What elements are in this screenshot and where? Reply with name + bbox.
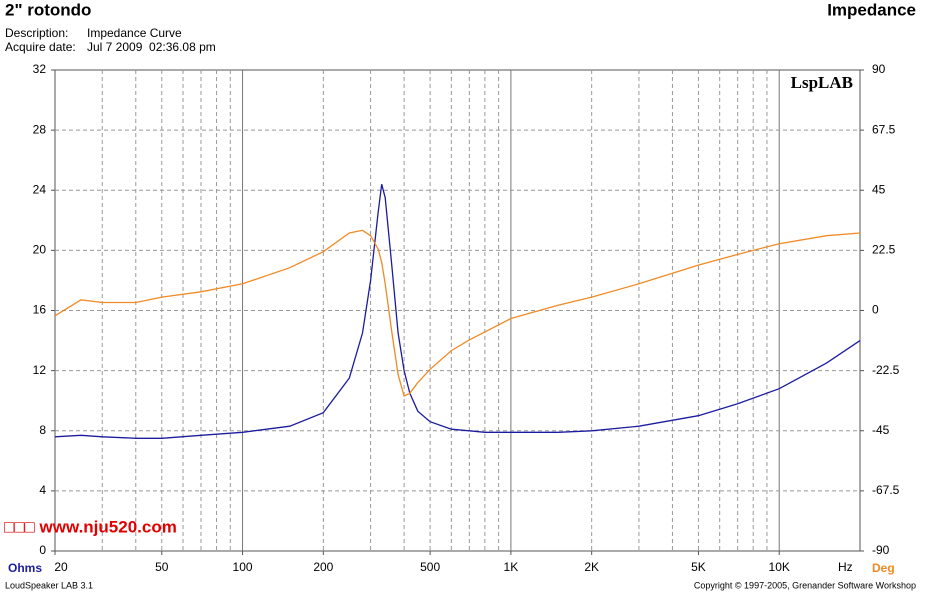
x-tick-label: 200	[313, 560, 333, 574]
x-axis-label: Hz	[838, 560, 853, 574]
series-line	[54, 184, 861, 439]
y2-tick-label: -22.5	[872, 363, 900, 377]
x-tick-label: 2K	[584, 560, 599, 574]
title: 2" rotondo	[5, 0, 91, 19]
y-tick-label: 12	[33, 363, 47, 377]
y-tick-label: 32	[33, 62, 47, 76]
y2-axis-label: Deg	[872, 561, 895, 575]
footer-left: LoudSpeaker LAB 3.1	[5, 580, 93, 590]
x-tick-label: 500	[420, 560, 440, 574]
y2-tick-label: 45	[872, 182, 886, 196]
y2-tick-label: -67.5	[872, 483, 900, 497]
y-tick-label: 4	[39, 483, 46, 497]
x-tick-label: 1K	[504, 560, 519, 574]
series-line	[54, 229, 861, 397]
right-title: Impedance	[827, 0, 916, 19]
date-label: Acquire date:	[5, 40, 76, 54]
x-tick-label: 50	[155, 560, 169, 574]
date: Jul 7 2009 02:36.08 pm	[87, 40, 216, 54]
y-tick-label: 0	[39, 543, 46, 557]
y-tick-label: 20	[33, 243, 47, 257]
y-tick-label: 24	[33, 182, 47, 196]
y-tick-label: 28	[33, 122, 47, 136]
watermark: □□□ www.nju520.com	[4, 517, 177, 536]
footer-right: Copyright © 1997-2005, Grenander Softwar…	[694, 580, 916, 590]
y-tick-label: 8	[39, 423, 46, 437]
y2-tick-label: 67.5	[872, 122, 896, 136]
y2-tick-label: -90	[872, 543, 890, 557]
y2-tick-label: 22.5	[872, 243, 896, 257]
x-tick-label: 100	[233, 560, 253, 574]
description-label: Description:	[5, 26, 68, 40]
y-tick-label: 16	[33, 303, 47, 317]
x-tick-label: 5K	[691, 560, 706, 574]
description: Impedance Curve	[87, 26, 182, 40]
y-axis-label: Ohms	[8, 561, 42, 575]
x-tick-label: 10K	[769, 560, 790, 574]
y2-tick-label: -45	[872, 423, 890, 437]
y2-tick-label: 90	[872, 62, 886, 76]
x-tick-label: 20	[54, 560, 68, 574]
y2-tick-label: 0	[872, 303, 879, 317]
logo: LspLAB	[791, 73, 853, 92]
